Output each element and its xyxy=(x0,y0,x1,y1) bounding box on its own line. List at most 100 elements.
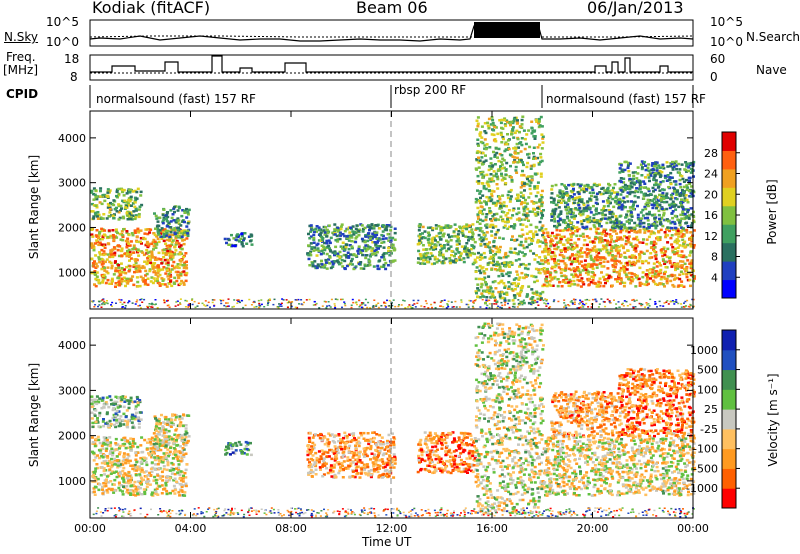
heatmap-cell xyxy=(422,256,426,259)
heatmap-cell xyxy=(502,159,506,162)
ground-scatter-cell xyxy=(467,303,470,306)
freq-label: Freq. xyxy=(6,50,36,64)
heatmap-cell xyxy=(632,226,636,230)
heatmap-cell xyxy=(595,285,599,288)
heatmap-cell xyxy=(341,241,345,244)
heatmap-cell xyxy=(129,195,133,199)
heatmap-cell xyxy=(170,264,174,268)
heatmap-cell xyxy=(417,249,421,253)
heatmap-cell xyxy=(692,246,696,249)
heatmap-cell xyxy=(185,225,189,228)
heatmap-cell xyxy=(616,191,620,194)
heatmap-cell xyxy=(560,235,564,239)
heatmap-cell xyxy=(685,228,689,232)
heatmap-cell xyxy=(357,252,360,255)
heatmap-cell xyxy=(388,253,392,257)
heatmap-cell xyxy=(474,228,478,231)
heatmap-cell xyxy=(128,250,132,254)
heatmap-cell xyxy=(499,280,503,284)
heatmap-cell xyxy=(650,203,654,206)
ground-scatter-cell xyxy=(258,306,260,309)
heatmap-cell xyxy=(120,267,124,270)
heatmap-cell xyxy=(645,278,649,281)
heatmap-cell xyxy=(675,164,679,167)
ground-scatter-cell xyxy=(334,305,336,307)
heatmap-cell xyxy=(431,227,435,230)
ground-scatter-cell xyxy=(600,298,603,300)
heatmap-cell xyxy=(514,165,518,169)
ground-scatter-cell xyxy=(146,305,149,308)
heatmap-cell xyxy=(629,279,633,282)
heatmap-cell xyxy=(95,215,99,218)
heatmap-cell xyxy=(609,240,613,244)
heatmap-cell xyxy=(90,189,94,193)
heatmap-cell xyxy=(503,286,507,289)
heatmap-cell xyxy=(589,211,593,214)
ground-scatter-cell xyxy=(433,301,436,304)
heatmap-cell xyxy=(130,232,134,235)
heatmap-cell xyxy=(495,151,499,155)
ground-scatter-cell xyxy=(139,299,142,301)
heatmap-cell xyxy=(110,214,113,217)
heatmap-cell xyxy=(553,258,557,261)
heatmap-cell xyxy=(510,263,514,266)
heatmap-cell xyxy=(137,215,141,219)
heatmap-cell xyxy=(521,233,525,236)
heatmap-cell xyxy=(473,252,477,256)
ground-scatter-cell xyxy=(537,304,540,306)
heatmap-cell xyxy=(613,266,617,269)
heatmap-cell xyxy=(688,278,692,282)
ground-scatter-cell xyxy=(474,299,477,302)
heatmap-cell xyxy=(610,284,614,287)
heatmap-cell xyxy=(672,163,676,166)
heatmap-cell xyxy=(555,233,559,237)
heatmap-cell xyxy=(650,274,654,278)
heatmap-cell xyxy=(103,234,107,237)
heatmap-cell xyxy=(640,282,644,286)
heatmap-cell xyxy=(672,285,676,288)
heatmap-cell xyxy=(663,285,666,288)
heatmap-cell xyxy=(108,191,111,194)
heatmap-cell xyxy=(595,258,599,262)
heatmap-cell xyxy=(677,284,681,287)
heatmap-cell xyxy=(658,203,662,206)
heatmap-cell xyxy=(457,237,460,240)
heatmap-cell xyxy=(593,195,597,198)
heatmap-cell xyxy=(586,220,590,224)
heatmap-cell xyxy=(94,266,98,269)
heatmap-cell xyxy=(658,217,661,221)
heatmap-cell xyxy=(506,271,510,274)
heatmap-cell xyxy=(512,278,516,281)
heatmap-cell xyxy=(185,237,189,240)
heatmap-cell xyxy=(242,237,246,240)
heatmap-cell xyxy=(108,282,112,285)
heatmap-cell xyxy=(652,204,656,207)
heatmap-cell xyxy=(176,263,180,266)
heatmap-cell xyxy=(611,265,615,268)
heatmap-cell xyxy=(620,205,624,209)
ground-scatter-cell xyxy=(207,301,210,304)
heatmap-cell xyxy=(110,264,114,268)
heatmap-cell xyxy=(578,271,582,274)
ground-scatter-cell xyxy=(140,298,143,300)
heatmap-cell xyxy=(343,234,347,238)
nsky-panel-frame xyxy=(89,19,694,47)
ground-scatter-cell xyxy=(639,303,642,305)
heatmap-cell xyxy=(573,241,577,245)
heatmap-cell xyxy=(143,232,147,235)
heatmap-cell xyxy=(186,213,190,216)
ground-scatter-cell xyxy=(300,299,303,301)
heatmap-cell xyxy=(549,240,553,243)
heatmap-cell xyxy=(114,282,118,285)
heatmap-cell xyxy=(144,279,147,282)
heatmap-cell xyxy=(546,231,550,234)
heatmap-cell xyxy=(464,249,468,253)
heatmap-cell xyxy=(157,233,161,237)
heatmap-cell xyxy=(618,282,622,285)
heatmap-cell xyxy=(670,202,674,206)
heatmap-cell xyxy=(687,217,691,220)
heatmap-cell xyxy=(448,235,451,239)
heatmap-cell xyxy=(591,279,595,282)
heatmap-cell xyxy=(534,173,538,176)
heatmap-cell xyxy=(608,202,612,205)
